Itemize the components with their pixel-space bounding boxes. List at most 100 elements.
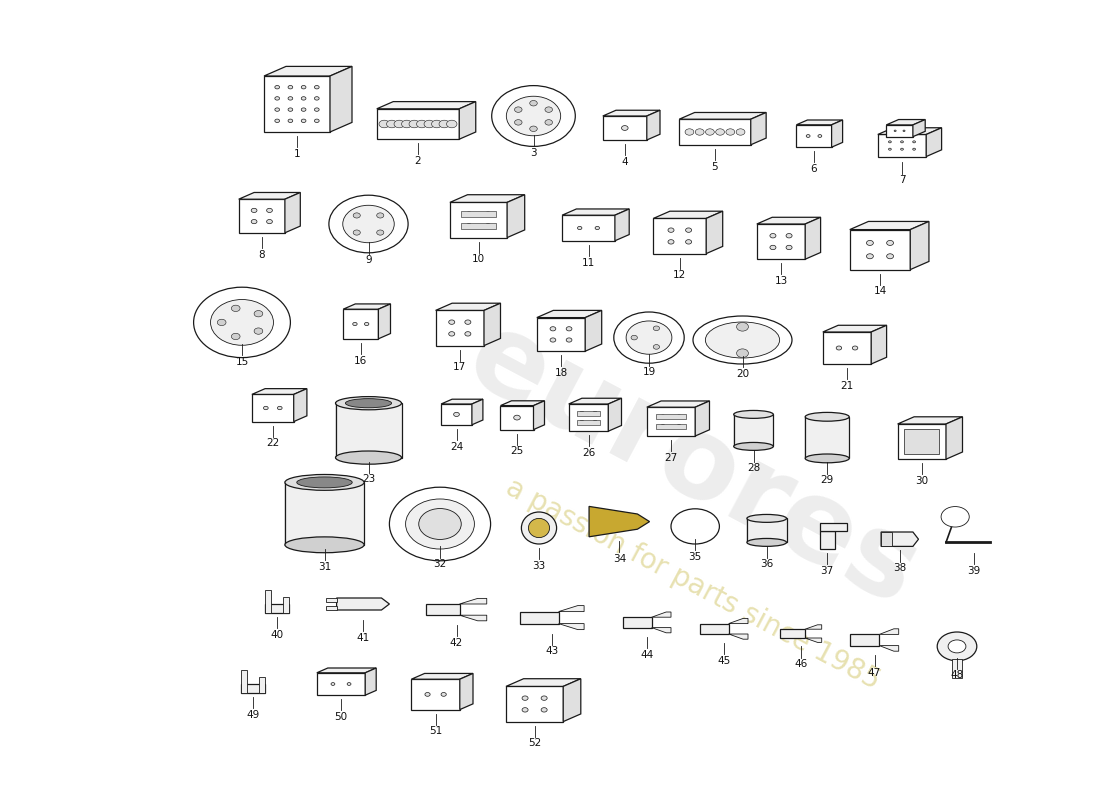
Polygon shape (850, 222, 928, 230)
Circle shape (705, 129, 714, 135)
Circle shape (301, 97, 306, 100)
Circle shape (626, 321, 672, 354)
Text: 50: 50 (334, 712, 348, 722)
Text: 42: 42 (450, 638, 463, 648)
Circle shape (621, 126, 628, 130)
Polygon shape (252, 394, 294, 422)
Text: 11: 11 (582, 258, 595, 267)
Polygon shape (472, 399, 483, 425)
Circle shape (431, 120, 442, 128)
Circle shape (668, 228, 674, 232)
Circle shape (301, 119, 306, 122)
Polygon shape (898, 424, 946, 459)
Text: 45: 45 (717, 656, 730, 666)
Text: 17: 17 (453, 362, 466, 373)
Circle shape (736, 129, 745, 135)
Circle shape (315, 86, 319, 89)
Polygon shape (805, 218, 821, 259)
Polygon shape (239, 193, 300, 199)
Circle shape (514, 415, 520, 420)
Polygon shape (500, 401, 544, 406)
Ellipse shape (285, 537, 364, 553)
Circle shape (288, 86, 293, 89)
Circle shape (419, 509, 461, 539)
Circle shape (329, 195, 408, 253)
Polygon shape (569, 404, 608, 431)
Bar (657, 424, 685, 429)
Ellipse shape (345, 398, 392, 408)
Circle shape (541, 696, 547, 700)
Polygon shape (734, 414, 773, 446)
Polygon shape (680, 119, 750, 145)
Circle shape (254, 310, 263, 317)
Text: 3: 3 (530, 148, 537, 158)
Polygon shape (336, 403, 402, 458)
Circle shape (439, 120, 450, 128)
Bar (265, 590, 271, 613)
Polygon shape (647, 401, 710, 407)
Circle shape (889, 141, 891, 143)
Polygon shape (484, 303, 500, 346)
Circle shape (578, 226, 582, 230)
Circle shape (266, 208, 273, 213)
Ellipse shape (336, 451, 402, 464)
Circle shape (353, 322, 358, 326)
Polygon shape (608, 398, 622, 431)
Circle shape (275, 108, 279, 111)
Text: 26: 26 (582, 448, 595, 458)
Polygon shape (378, 304, 390, 339)
Polygon shape (563, 678, 581, 722)
Circle shape (566, 326, 572, 331)
Polygon shape (537, 310, 602, 318)
Circle shape (315, 108, 319, 111)
Polygon shape (343, 304, 390, 310)
Polygon shape (506, 686, 563, 722)
Circle shape (660, 425, 666, 428)
Circle shape (903, 130, 905, 131)
Circle shape (695, 129, 704, 135)
Circle shape (409, 120, 419, 128)
Polygon shape (460, 102, 475, 139)
Text: 9: 9 (365, 255, 372, 266)
Polygon shape (832, 120, 843, 147)
Polygon shape (695, 401, 710, 436)
Circle shape (485, 224, 491, 228)
Polygon shape (500, 406, 534, 430)
Text: 10: 10 (472, 254, 485, 265)
Polygon shape (757, 218, 821, 224)
Polygon shape (728, 618, 748, 624)
Ellipse shape (528, 518, 550, 538)
Polygon shape (653, 211, 723, 218)
Circle shape (424, 120, 434, 128)
Circle shape (210, 299, 274, 346)
Polygon shape (562, 209, 629, 215)
Text: 36: 36 (760, 559, 773, 570)
Circle shape (379, 120, 389, 128)
Polygon shape (615, 209, 629, 241)
Polygon shape (887, 125, 913, 137)
Text: 44: 44 (640, 650, 653, 659)
Text: 21: 21 (840, 381, 854, 391)
Text: 6: 6 (811, 164, 817, 174)
Circle shape (251, 208, 257, 213)
Circle shape (331, 682, 334, 686)
Polygon shape (706, 211, 723, 254)
Bar (461, 211, 496, 218)
Circle shape (386, 120, 397, 128)
Polygon shape (460, 615, 486, 621)
Polygon shape (878, 128, 942, 134)
Polygon shape (651, 627, 671, 633)
Circle shape (301, 108, 306, 111)
Polygon shape (436, 310, 484, 346)
Circle shape (887, 254, 893, 258)
Circle shape (566, 338, 572, 342)
Circle shape (466, 212, 472, 216)
Polygon shape (534, 401, 544, 430)
Circle shape (685, 228, 692, 232)
Circle shape (913, 148, 915, 150)
Circle shape (653, 345, 660, 350)
Polygon shape (330, 66, 352, 132)
Polygon shape (750, 113, 766, 145)
Polygon shape (805, 625, 822, 629)
Circle shape (937, 632, 977, 661)
